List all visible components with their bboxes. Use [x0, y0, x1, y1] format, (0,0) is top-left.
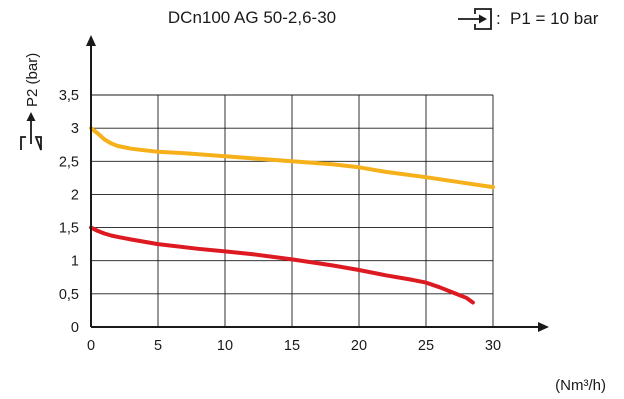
- inlet-pressure-label: P1 = 10 bar: [510, 9, 599, 28]
- tick-labels: 0 5 10 15 20 25 30 0 0,5 1 1,5 2 2,5 3 3,5: [59, 88, 501, 354]
- y-tick-label: 3,5: [59, 88, 79, 104]
- x-axis-arrow: [538, 322, 549, 332]
- y-tick-label: 0,5: [59, 287, 79, 303]
- grid: [91, 94, 494, 327]
- series-line-2: [89, 225, 475, 305]
- y-axis-label: P2 (bar): [24, 53, 41, 107]
- y-tick-label: 3: [71, 121, 79, 137]
- x-tick-label: 10: [217, 338, 233, 354]
- inlet-separator: :: [496, 9, 501, 28]
- chart-title: DCn100 AG 50-2,6-30: [168, 8, 336, 27]
- axes: [86, 35, 549, 332]
- y-tick-label: 1,5: [59, 221, 79, 237]
- x-tick-label: 20: [351, 338, 367, 354]
- y-tick-label: 1: [71, 254, 79, 270]
- x-tick-label: 5: [154, 338, 162, 354]
- y-axis-arrow: [86, 35, 96, 46]
- series-line-1: [89, 126, 495, 190]
- y-tick-label: 2: [71, 187, 79, 203]
- x-axis-label: (Nm³/h): [555, 377, 606, 394]
- y-tick-label: 2,5: [59, 154, 79, 170]
- x-tick-label: 25: [418, 338, 434, 354]
- x-tick-label: 0: [87, 338, 95, 354]
- x-tick-label: 15: [284, 338, 300, 354]
- y-tick-label: 0: [71, 320, 79, 336]
- x-tick-label: 30: [485, 338, 501, 354]
- series-layer: [89, 126, 495, 305]
- outlet-port-icon: [20, 112, 42, 151]
- inlet-port-icon: [458, 8, 492, 30]
